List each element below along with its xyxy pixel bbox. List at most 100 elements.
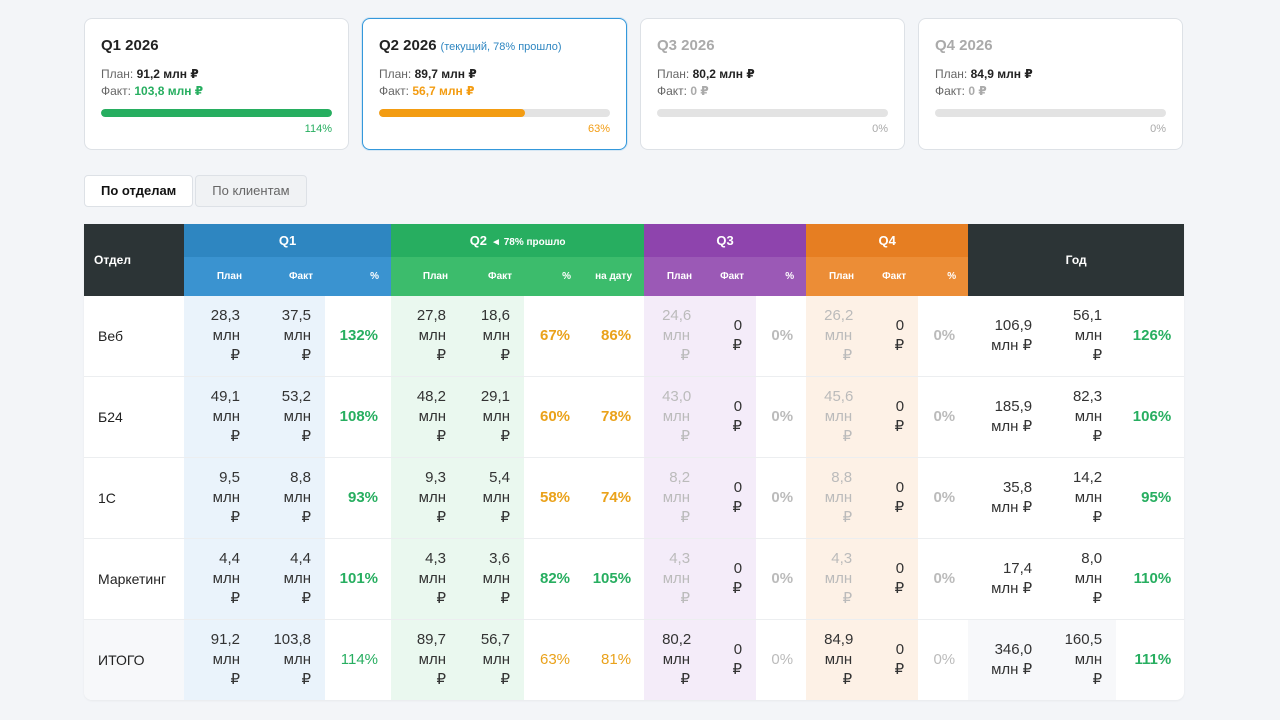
percent-cell: 58%: [524, 457, 584, 539]
amount-cell: 0 ₽: [704, 457, 757, 539]
percent-cell: 0%: [918, 376, 969, 458]
tab[interactable]: По отделам: [84, 175, 194, 207]
plan-line: План: 80,2 млн ₽: [657, 66, 888, 83]
card-title: Q4 2026: [935, 37, 1166, 54]
plan-line: План: 91,2 млн ₽: [101, 66, 332, 83]
card-title-text: Q1 2026: [101, 37, 159, 54]
card-title: Q1 2026: [101, 37, 332, 54]
header-row: Отдел Q1 Q2 ◄ 78% прошло Q3 Q4 Год: [84, 224, 1184, 296]
fact-label: Факт:: [379, 84, 410, 98]
percent-cell: 126%: [1116, 296, 1184, 377]
percent-cell: 0%: [918, 538, 969, 620]
amount-cell: 4,3 млн ₽: [806, 538, 867, 620]
amount-cell: 17,4 млн ₽: [968, 538, 1047, 620]
column-header: План: [391, 257, 461, 296]
percent-cell: 0%: [918, 296, 969, 377]
amount-cell: 37,5 млн ₽: [254, 296, 325, 377]
progress-label: 0%: [872, 123, 888, 135]
quarter-cards: Q1 2026 План: 91,2 млн ₽ Факт: 103,8 млн ₽…: [84, 18, 1183, 150]
subheader-row: План Факт% План Факт% на дату План Факт% План Фа…: [84, 257, 1184, 296]
tabs: По отделам По клиентам: [84, 175, 307, 207]
amount-cell: 91,2 млн ₽: [184, 619, 254, 700]
amount-cell: 9,5 млн ₽: [184, 457, 254, 539]
amount-cell: 0 ₽: [704, 376, 757, 458]
quarter-title: Q3: [716, 233, 734, 248]
fact-value: 56,7 млн ₽: [412, 84, 475, 98]
amount-cell: 0 ₽: [866, 457, 919, 539]
amount-cell: 4,4 млн ₽: [254, 538, 325, 620]
amount-cell: 0 ₽: [866, 376, 919, 458]
percent-cell: 101%: [325, 538, 392, 620]
column-header: Факт: [866, 257, 919, 296]
plan-label: План:: [657, 67, 690, 81]
table-row: Б24 49,1 млн ₽53,2 млн ₽108% 48,2 млн ₽29,…: [84, 376, 1184, 458]
amount-cell: 185,9 млн ₽: [968, 376, 1047, 458]
percent-cell: 0%: [918, 457, 969, 539]
plan-value: 89,7 млн ₽: [414, 67, 477, 81]
card-title-text: Q4 2026: [935, 37, 993, 54]
amount-cell: 56,1 млн ₽: [1046, 296, 1117, 377]
progress-track: [379, 109, 610, 117]
amount-cell: 103,8 млн ₽: [254, 619, 325, 700]
plan-label: План:: [101, 67, 134, 81]
percent-cell: 108%: [325, 376, 392, 458]
column-header: на дату: [583, 257, 645, 296]
quarter-header: Q3: [644, 224, 807, 257]
column-header: План: [184, 257, 254, 296]
quarter-title: Q2: [469, 233, 488, 248]
progress-track: [657, 109, 888, 117]
table-row: Веб 28,3 млн ₽37,5 млн ₽132% 27,8 млн ₽18,…: [84, 296, 1184, 377]
column-header: %: [756, 257, 807, 296]
amount-cell: 8,8 млн ₽: [806, 457, 867, 539]
percent-cell: 81%: [601, 651, 632, 668]
amount-cell: 0 ₽: [866, 619, 919, 700]
amount-cell: 4,4 млн ₽: [184, 538, 254, 620]
column-header: %: [325, 257, 392, 296]
fact-value: 0 ₽: [968, 84, 987, 98]
fact-label: Факт:: [657, 84, 688, 98]
fact-line: Факт: 56,7 млн ₽: [379, 83, 610, 100]
progress-track: [101, 109, 332, 117]
fact-line: Факт: 103,8 млн ₽: [101, 83, 332, 100]
amount-cell: 49,1 млн ₽: [184, 376, 254, 458]
amount-cell: 82,3 млн ₽: [1046, 376, 1117, 458]
amount-cell: 27,8 млн ₽: [391, 296, 461, 377]
quarter-card: Q1 2026 План: 91,2 млн ₽ Факт: 103,8 млн ₽…: [84, 18, 349, 150]
table-head: Отдел Q1 Q2 ◄ 78% прошло Q3 Q4 Год План Факт% Пла…: [84, 224, 1184, 296]
fact-line: Факт: 0 ₽: [657, 83, 888, 100]
quarter-note: ◄ 78% прошло: [491, 237, 566, 248]
amount-cell: 45,6 млн ₽: [806, 376, 867, 458]
dept-name: Б24: [84, 376, 184, 458]
plan-value: 80,2 млн ₽: [692, 67, 755, 81]
quarter-header: Q2 ◄ 78% прошло: [391, 224, 645, 257]
progress-bar: [101, 109, 332, 117]
quarter-header: Q1: [184, 224, 392, 257]
amount-cell: 160,5 млн ₽: [1046, 619, 1117, 700]
quarter-title: Q4: [878, 233, 896, 248]
amount-cell: 0 ₽: [704, 619, 757, 700]
percent-cell: 0%: [756, 538, 807, 620]
amount-cell: 24,6 млн ₽: [644, 296, 705, 377]
amount-cell: 0 ₽: [866, 296, 919, 377]
amount-cell: 4,3 млн ₽: [644, 538, 705, 620]
card-title: Q3 2026: [657, 37, 888, 54]
column-header: План: [806, 257, 867, 296]
percent-cell: 63%: [540, 651, 571, 668]
dept-name: 1С: [84, 457, 184, 539]
dept-header: Отдел: [84, 224, 184, 296]
amount-cell: 26,2 млн ₽: [806, 296, 867, 377]
amount-cell: 29,1 млн ₽: [460, 376, 525, 458]
table-wrap: Отдел Q1 Q2 ◄ 78% прошло Q3 Q4 Год План Факт% Пла…: [84, 224, 1184, 700]
plan-value: 84,9 млн ₽: [970, 67, 1033, 81]
percent-cell: 105%: [583, 538, 645, 620]
percent-cell: 60%: [524, 376, 584, 458]
amount-cell: 80,2 млн ₽: [644, 619, 705, 700]
dept-name: ИТОГО: [84, 619, 184, 700]
percent-cell: 0%: [933, 651, 956, 668]
amount-cell: 28,3 млн ₽: [184, 296, 254, 377]
quarter-title: Q1: [278, 233, 297, 248]
percent-cell: 0%: [756, 376, 807, 458]
progress-bar: [379, 109, 525, 117]
tab[interactable]: По клиентам: [195, 175, 307, 207]
